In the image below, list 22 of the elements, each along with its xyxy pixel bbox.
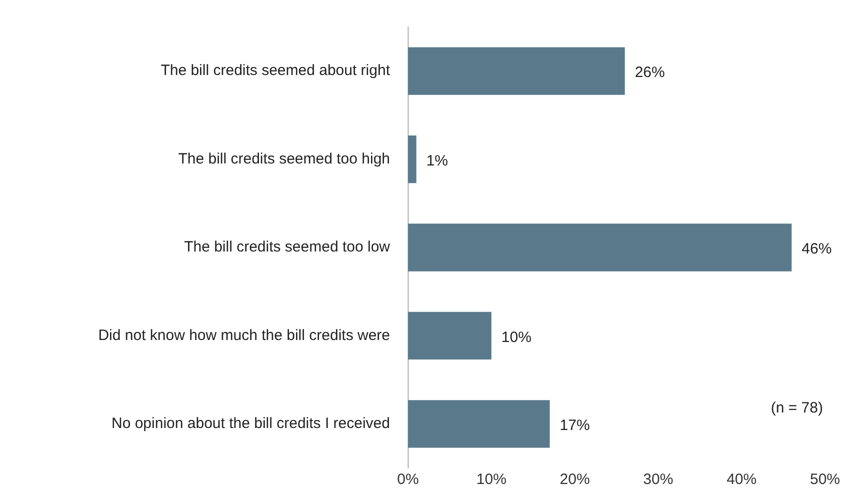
bar xyxy=(408,135,416,184)
bar xyxy=(408,400,550,448)
y-tick-label: No opinion about the bill credits I received xyxy=(112,415,390,432)
x-tick-label: 30% xyxy=(643,471,674,488)
x-tick-label: 40% xyxy=(726,471,757,488)
data-label: 46% xyxy=(802,240,832,258)
data-label: 26% xyxy=(634,64,665,82)
x-tick-label: 20% xyxy=(560,471,590,488)
data-label: 1% xyxy=(426,152,448,170)
x-tick-label: 0% xyxy=(397,471,419,488)
data-label: 17% xyxy=(560,417,590,434)
annotation: (n = 78) xyxy=(770,400,823,417)
y-tick-label: The bill credits seemed about right xyxy=(160,62,391,80)
bar xyxy=(408,312,492,360)
bar xyxy=(408,224,792,272)
x-tick-label: 50% xyxy=(810,471,840,488)
data-label: 10% xyxy=(501,328,532,346)
y-tick-label: Did not know how much the bill credits were xyxy=(98,326,390,344)
y-tick-label: The bill credits seemed too low xyxy=(184,238,390,256)
y-tick-label: The bill credits seemed too high xyxy=(178,150,390,168)
bar xyxy=(408,47,625,95)
x-tick-label: 10% xyxy=(476,471,506,488)
